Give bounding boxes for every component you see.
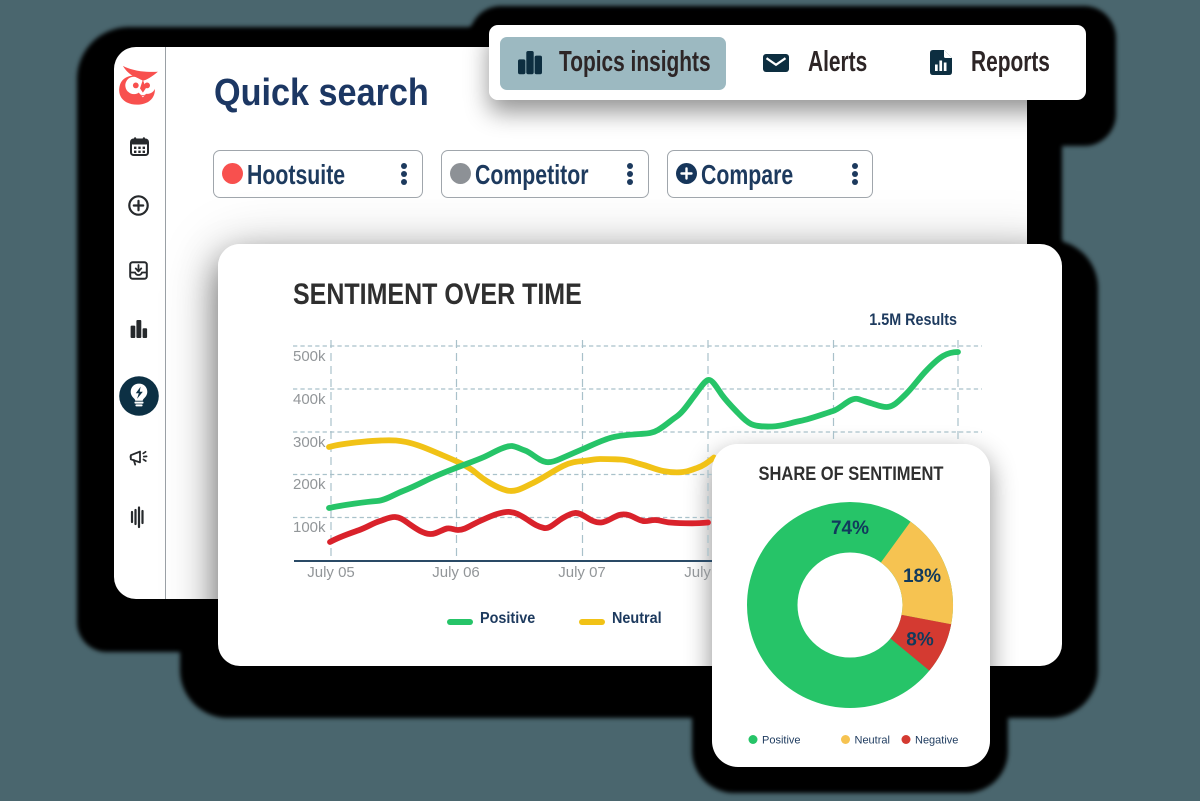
svg-text:8%: 8% xyxy=(906,630,934,651)
svg-text:Positive: Positive xyxy=(762,735,801,747)
svg-text:18%: 18% xyxy=(903,566,941,587)
svg-text:74%: 74% xyxy=(831,518,869,539)
svg-text:Negative: Negative xyxy=(915,735,958,747)
svg-text:Neutral: Neutral xyxy=(855,735,890,747)
